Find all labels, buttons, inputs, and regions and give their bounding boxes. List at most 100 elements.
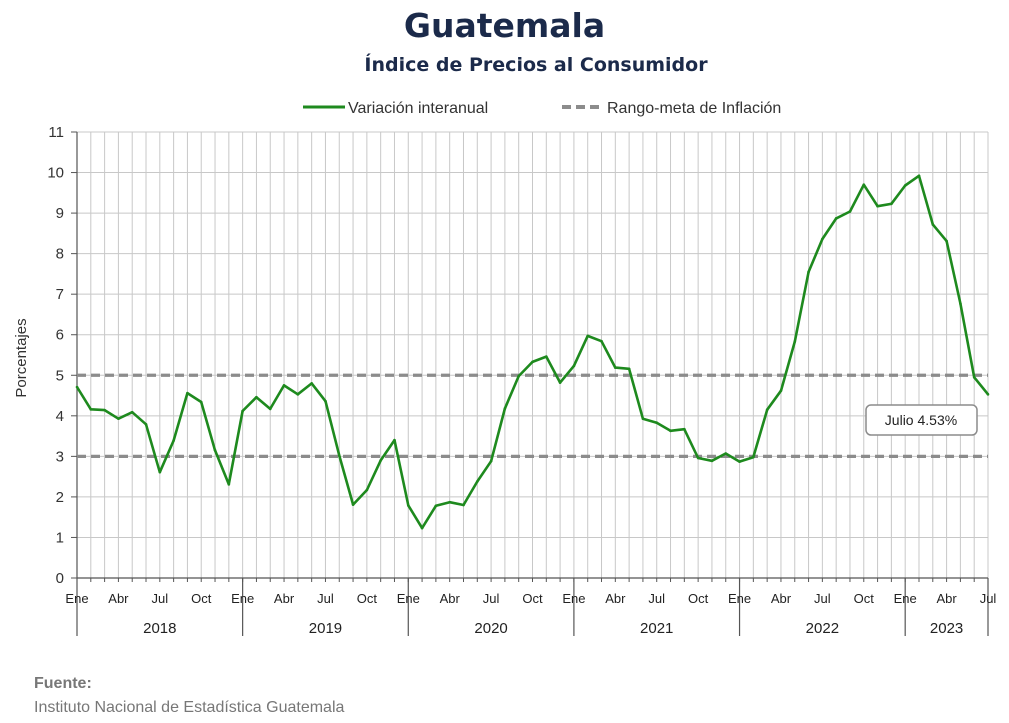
x-tick-label: Oct bbox=[522, 591, 543, 606]
data-point bbox=[600, 339, 603, 343]
data-point bbox=[462, 503, 465, 507]
data-point bbox=[627, 367, 631, 371]
data-point bbox=[669, 429, 672, 433]
y-tick-label: 7 bbox=[56, 286, 64, 303]
data-point bbox=[144, 423, 148, 426]
data-point bbox=[655, 421, 659, 425]
source-label: Fuente: bbox=[34, 675, 92, 692]
x-tick-labels: Ene Abr Jul Oct Ene Abr Jul Oct Ene Abr Jul Oct Ene A… bbox=[65, 591, 996, 606]
data-point bbox=[448, 500, 451, 504]
data-point bbox=[614, 366, 617, 369]
year-label: 2019 bbox=[309, 620, 342, 637]
y-tick-label: 10 bbox=[47, 165, 64, 182]
data-point bbox=[586, 334, 590, 338]
data-point bbox=[807, 270, 810, 274]
data-point bbox=[213, 448, 217, 452]
data-point bbox=[324, 399, 327, 403]
x-tick-label: Abr bbox=[274, 591, 295, 606]
data-point bbox=[186, 391, 189, 395]
y-tick-label: 1 bbox=[56, 529, 64, 546]
x-tick-label: Ene bbox=[65, 591, 88, 606]
legend-label-variacion: Variación interanual bbox=[348, 100, 488, 117]
x-tick-label: Jul bbox=[648, 591, 665, 606]
year-label: 2022 bbox=[806, 620, 839, 637]
y-tick-label: 6 bbox=[56, 327, 64, 344]
data-point bbox=[117, 417, 120, 420]
series-layer bbox=[75, 174, 990, 530]
data-point bbox=[282, 384, 286, 387]
data-point bbox=[475, 480, 479, 483]
data-point bbox=[296, 393, 300, 396]
data-point bbox=[241, 409, 244, 413]
y-axis-label: Porcentajes bbox=[13, 318, 30, 397]
x-tick-label: Abr bbox=[605, 591, 626, 606]
annotation-text: Julio 4.53% bbox=[885, 412, 957, 428]
data-point bbox=[103, 408, 106, 412]
data-point bbox=[365, 488, 369, 492]
x-tick-label: Oct bbox=[191, 591, 212, 606]
data-point bbox=[406, 504, 410, 507]
y-tick-label: 8 bbox=[56, 246, 64, 263]
data-point bbox=[227, 483, 231, 486]
x-tick-label: Jul bbox=[980, 591, 997, 606]
data-point bbox=[972, 376, 976, 379]
x-tick-label: Abr bbox=[936, 591, 957, 606]
data-point bbox=[738, 460, 741, 463]
annotation-callout: Julio 4.53% bbox=[865, 404, 978, 436]
data-point bbox=[75, 385, 79, 389]
data-point bbox=[393, 438, 396, 442]
x-tick-label: Abr bbox=[771, 591, 792, 606]
data-point bbox=[379, 459, 382, 462]
data-point bbox=[158, 470, 162, 474]
y-tick-label: 2 bbox=[56, 489, 64, 506]
x-tick-label: Oct bbox=[854, 591, 875, 606]
data-point bbox=[779, 389, 783, 392]
data-point bbox=[434, 504, 438, 508]
data-point bbox=[199, 400, 203, 404]
data-point bbox=[821, 237, 824, 241]
data-point bbox=[917, 174, 921, 178]
x-tick-label: Oct bbox=[688, 591, 709, 606]
data-point bbox=[724, 452, 728, 455]
year-label: 2020 bbox=[474, 620, 507, 637]
y-tick-label: 3 bbox=[56, 448, 64, 465]
chart-title: Guatemala bbox=[403, 6, 606, 45]
data-point bbox=[517, 374, 520, 378]
grid-lines bbox=[77, 131, 989, 579]
year-labels: 2018 2019 2020 2021 2022 2023 bbox=[143, 620, 963, 637]
data-point bbox=[351, 503, 355, 506]
source-text: Instituto Nacional de Estadística Guatem… bbox=[34, 699, 345, 716]
data-point bbox=[268, 407, 272, 411]
data-point bbox=[931, 223, 935, 226]
x-tick-label: Ene bbox=[894, 591, 917, 606]
x-tick-label: Ene bbox=[728, 591, 751, 606]
x-tick-label: Jul bbox=[317, 591, 334, 606]
data-point bbox=[834, 217, 838, 220]
data-point bbox=[890, 202, 893, 206]
y-tick-label: 0 bbox=[56, 570, 64, 587]
data-point bbox=[793, 340, 797, 343]
data-point bbox=[531, 360, 534, 364]
data-point bbox=[489, 459, 493, 463]
data-point bbox=[89, 408, 93, 411]
data-point bbox=[420, 526, 424, 530]
x-tick-label: Ene bbox=[562, 591, 585, 606]
y-tick-labels: 0 1 2 3 4 5 6 7 8 9 10 11 bbox=[47, 124, 64, 587]
data-point bbox=[503, 407, 507, 410]
x-tick-label: Jul bbox=[814, 591, 831, 606]
chart-subtitle: Índice de Precios al Consumidor bbox=[364, 54, 708, 76]
data-point bbox=[752, 455, 755, 459]
x-tick-label: Jul bbox=[152, 591, 169, 606]
data-point bbox=[876, 204, 879, 208]
data-point bbox=[558, 381, 562, 384]
data-point bbox=[862, 183, 866, 187]
data-point bbox=[848, 210, 852, 213]
data-point bbox=[641, 417, 645, 420]
year-label: 2023 bbox=[930, 620, 963, 637]
data-point bbox=[945, 239, 948, 243]
data-point bbox=[337, 454, 341, 457]
data-point bbox=[683, 427, 686, 431]
year-label: 2018 bbox=[143, 620, 176, 637]
y-tick-label: 11 bbox=[48, 124, 64, 141]
